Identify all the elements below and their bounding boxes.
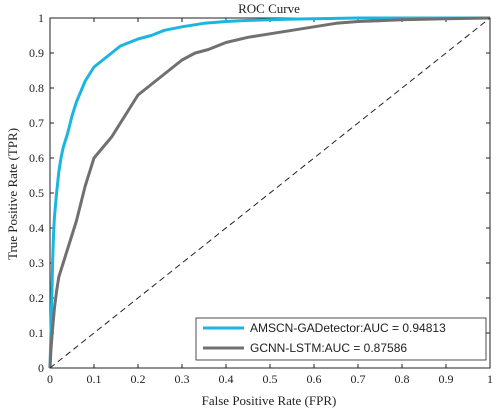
- x-tick-label: 0: [47, 372, 53, 386]
- y-axis-title: True Positive Rate (TPR): [5, 128, 20, 260]
- y-tick-label: 1: [38, 11, 44, 25]
- legend-label-gcnn: GCNN-LSTM:AUC = 0.87586: [250, 341, 407, 355]
- x-tick-label: 0.4: [219, 372, 234, 386]
- legend-label-amscn: AMSCN-GADetector:AUC = 0.94813: [250, 321, 446, 335]
- y-tick-label: 0.5: [29, 186, 44, 200]
- x-tick-label: 1: [487, 372, 493, 386]
- y-tick-label: 0.2: [29, 291, 44, 305]
- y-tick-label: 0.1: [29, 326, 44, 340]
- y-tick-label: 0.3: [29, 256, 44, 270]
- y-tick-label: 0.7: [29, 116, 44, 130]
- chart-title: ROC Curve: [238, 1, 300, 16]
- x-tick-label: 0.5: [263, 372, 278, 386]
- x-tick-label: 0.8: [395, 372, 410, 386]
- roc-line-amscn-gadetector: [48, 16, 490, 369]
- y-tick-label: 0.6: [29, 151, 44, 165]
- roc-line-gcnn-lstm: [48, 16, 491, 369]
- y-tick-label: 0.9: [29, 46, 44, 60]
- y-tick-label: 0: [38, 361, 44, 375]
- y-axis: 0 0.1 0.2 0.3 0.4 0.5 0.6 0.7 0.8 0.9 1: [29, 11, 490, 375]
- x-tick-label: 0.1: [87, 372, 102, 386]
- x-tick-label: 0.7: [351, 372, 366, 386]
- x-tick-label: 0.2: [131, 372, 146, 386]
- legend-box: [195, 317, 487, 361]
- random-baseline-line: [49, 17, 491, 369]
- x-axis-title: False Positive Rate (FPR): [202, 393, 337, 408]
- x-tick-label: 0.6: [307, 372, 322, 386]
- y-tick-label: 0.4: [29, 221, 44, 235]
- x-tick-label: 0.3: [175, 372, 190, 386]
- y-tick-label: 0.8: [29, 81, 44, 95]
- x-tick-label: 0.9: [439, 372, 454, 386]
- series-layer: [48, 16, 491, 369]
- legend: AMSCN-GADetector:AUC = 0.94813 GCNN-LSTM…: [195, 317, 487, 361]
